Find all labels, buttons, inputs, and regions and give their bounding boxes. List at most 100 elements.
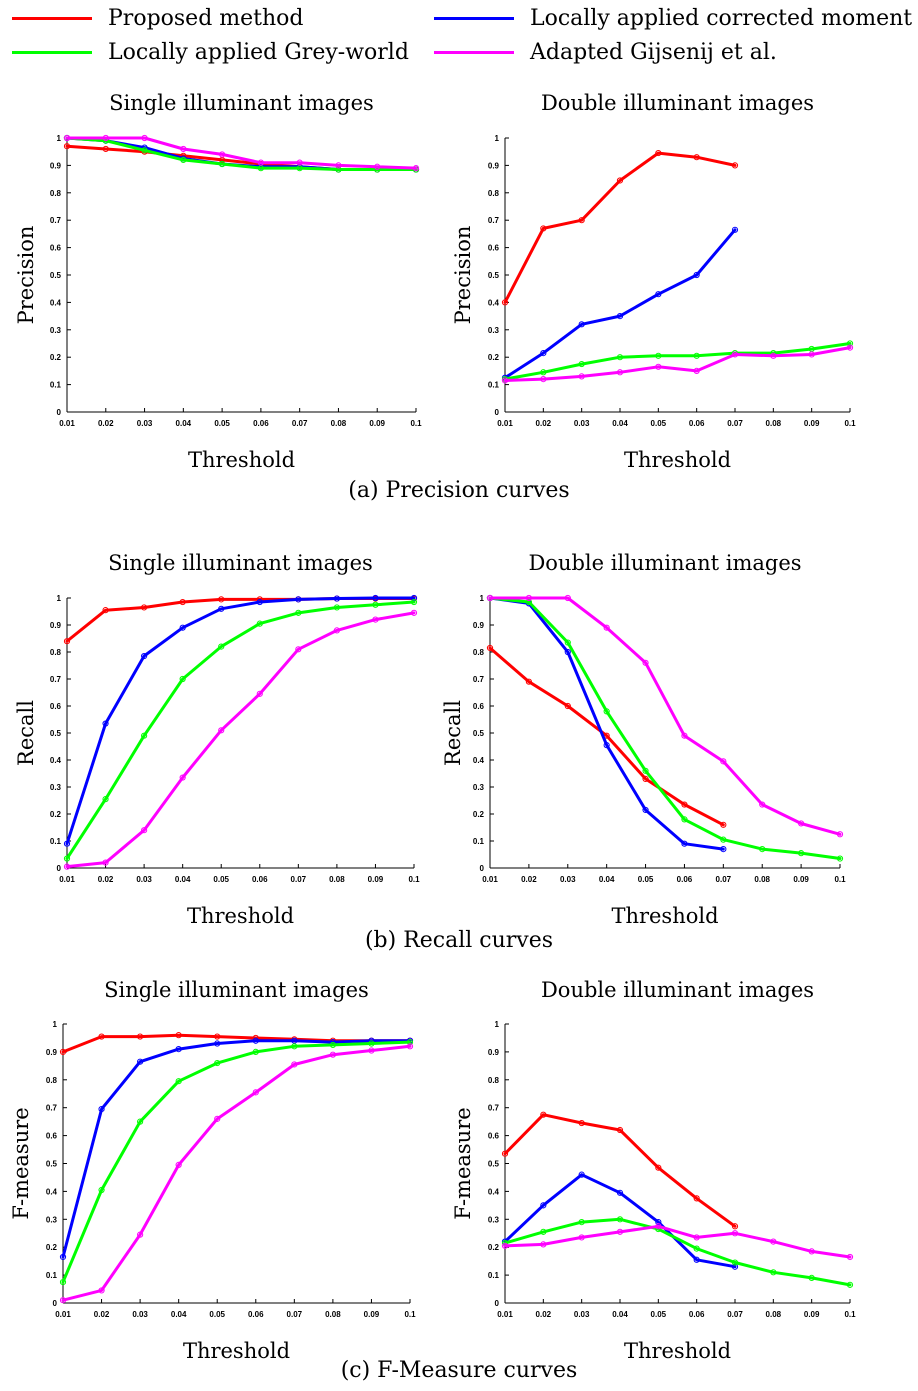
data-point [486, 594, 494, 602]
y-tick-label: 0.5 [50, 271, 62, 280]
data-point [141, 147, 148, 154]
y-tick-label: 0.9 [50, 621, 62, 630]
x-tick-label: 0.06 [252, 875, 268, 884]
y-tick-label: 0.4 [50, 756, 62, 765]
data-point [63, 638, 71, 645]
data-point [720, 846, 727, 853]
y-tick-label: 0.5 [50, 729, 62, 738]
data-point [731, 351, 739, 358]
chart-title: Double illuminant images [541, 978, 814, 1002]
y-tick-label: 1 [57, 134, 62, 143]
data-point [693, 367, 700, 374]
chart-title: Double illuminant images [541, 91, 814, 115]
data-point [693, 271, 700, 279]
data-point [603, 624, 610, 631]
series-line [65, 136, 418, 170]
series-line [488, 596, 725, 851]
data-point [291, 1043, 298, 1050]
x-axis-label: Threshold [611, 904, 718, 928]
x-tick-label: 0.1 [404, 1310, 416, 1319]
data-point [846, 344, 854, 351]
data-point [759, 846, 766, 853]
x-tick-label: 0.02 [521, 875, 537, 884]
data-point [846, 1281, 854, 1288]
series-line [503, 151, 737, 304]
data-point [59, 1297, 67, 1304]
data-point [616, 313, 624, 320]
x-tick-label: 0.01 [55, 1310, 71, 1319]
caption-recall: (b) Recall curves [364, 928, 554, 953]
data-point [59, 1048, 67, 1056]
series-line [61, 1039, 412, 1259]
data-point [219, 151, 226, 158]
x-tick-label: 0.05 [651, 419, 667, 428]
data-point [681, 816, 688, 823]
y-tick-label: 0.9 [488, 161, 500, 170]
data-point [578, 373, 585, 380]
x-axis-label: Threshold [183, 1339, 290, 1363]
y-tick-label: 0.5 [488, 1160, 500, 1169]
y-tick-label: 0.6 [488, 1132, 500, 1141]
y-tick-label: 0.7 [50, 216, 62, 225]
chart-title: Single illuminant images [109, 91, 374, 115]
data-point [333, 595, 340, 602]
legend-swatch-corrected-moment [434, 16, 514, 20]
y-tick-label: 0.8 [473, 648, 485, 657]
x-axis-label: Threshold [624, 1339, 731, 1363]
legend: Proposed method Locally applied correcte… [0, 0, 918, 75]
data-point [578, 321, 585, 328]
y-tick-label: 0.3 [473, 783, 485, 792]
data-point [59, 1253, 67, 1261]
data-point [693, 1256, 700, 1263]
data-point [296, 159, 303, 166]
caption-precision: (a) Precision curves [348, 478, 570, 503]
y-tick-label: 0.4 [46, 1187, 58, 1196]
data-point [642, 775, 649, 783]
data-point [295, 596, 302, 603]
data-point [102, 607, 109, 614]
series-line [488, 596, 842, 836]
data-point [578, 1119, 585, 1127]
data-point [141, 827, 148, 834]
data-point [578, 1218, 585, 1226]
caption-f-measure: (c) F-Measure curves [340, 1358, 578, 1383]
data-point [329, 1051, 336, 1058]
y-tick-label: 0.8 [46, 1076, 58, 1085]
y-tick-label: 0.7 [488, 216, 500, 225]
x-tick-label: 0.01 [497, 419, 513, 428]
x-axis-label: Threshold [187, 904, 294, 928]
data-point [540, 1111, 547, 1118]
data-point [410, 598, 418, 606]
y-tick-label: 0.7 [50, 675, 62, 684]
data-point [681, 732, 688, 739]
data-point [564, 594, 571, 602]
y-tick-label: 0.7 [46, 1104, 58, 1113]
data-point [578, 1234, 585, 1241]
y-tick-label: 0.5 [488, 271, 500, 280]
y-tick-label: 0.7 [473, 675, 485, 684]
x-tick-label: 0.06 [253, 419, 269, 428]
x-tick-label: 0.05 [651, 1310, 667, 1319]
y-tick-label: 1 [495, 1020, 500, 1029]
x-tick-label: 0.09 [368, 875, 384, 884]
series-line [503, 1113, 737, 1228]
data-point [102, 796, 109, 803]
data-point [540, 1202, 547, 1209]
data-point [333, 627, 340, 634]
x-tick-label: 0.03 [136, 875, 152, 884]
y-tick-label: 0.3 [50, 326, 62, 335]
y-tick-label: 0 [480, 864, 485, 873]
data-point [218, 605, 225, 612]
y-tick-label: 0.3 [488, 326, 500, 335]
data-point [578, 217, 585, 224]
data-point [257, 159, 264, 166]
data-point [578, 360, 585, 368]
y-axis-label: F-measure [451, 1107, 475, 1219]
data-point [63, 143, 71, 150]
data-point [175, 1078, 182, 1085]
y-tick-label: 0.2 [473, 810, 485, 819]
y-tick-label: 0.1 [488, 1271, 500, 1280]
data-point [180, 145, 187, 153]
data-point [63, 134, 71, 142]
y-tick-label: 0.9 [50, 161, 62, 170]
